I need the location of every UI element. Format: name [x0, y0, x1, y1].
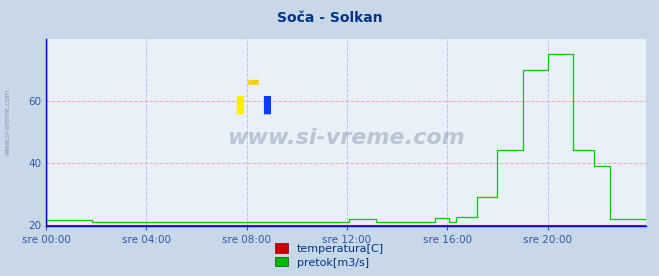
- Text: ▐: ▐: [256, 95, 270, 113]
- Text: Soča - Solkan: Soča - Solkan: [277, 11, 382, 25]
- Text: www.si-vreme.com: www.si-vreme.com: [5, 88, 11, 155]
- Legend: temperatura[C], pretok[m3/s]: temperatura[C], pretok[m3/s]: [275, 243, 384, 268]
- Text: ▌: ▌: [236, 95, 250, 113]
- Text: www.si-vreme.com: www.si-vreme.com: [227, 128, 465, 148]
- Text: ▬: ▬: [246, 75, 260, 89]
